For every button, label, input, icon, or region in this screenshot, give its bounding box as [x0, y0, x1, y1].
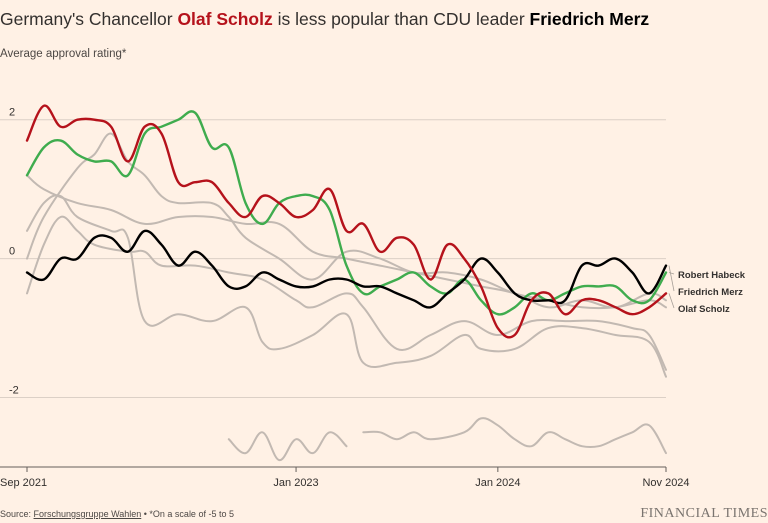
source-footnote: • *On a scale of -5 to 5 — [141, 509, 234, 519]
source-prefix: Source: — [0, 509, 34, 519]
series-label-scholz: Olaf Scholz — [678, 304, 730, 315]
title-middle: is less popular than CDU leader — [272, 9, 530, 29]
source-note: Source: Forschungsgruppe Wahlen • *On a … — [0, 509, 234, 519]
series-labels: Robert Habeck Friedrich Merz Olaf Scholz — [668, 265, 746, 315]
label-leader — [668, 265, 675, 292]
y-axis: 2 0 -2 — [9, 107, 19, 397]
series-lines — [25, 104, 668, 462]
x-axis: Sep 2021 Jan 2023 Jan 2024 Nov 2024 — [0, 466, 690, 489]
y-tick-label: 0 — [9, 246, 15, 258]
series-label-habeck: Robert Habeck — [678, 270, 746, 281]
series-line-other — [26, 174, 667, 309]
series-line-merz — [25, 229, 668, 309]
y-tick-label: 2 — [9, 107, 15, 119]
label-leader — [668, 293, 675, 309]
source-link[interactable]: Forschungsgruppe Wahlen — [33, 509, 142, 519]
x-tick-label: Nov 2024 — [642, 477, 689, 489]
series-line-habeck — [25, 110, 668, 316]
x-tick-label: Jan 2024 — [475, 477, 520, 489]
chart-title: Germany's Chancellor Olaf Scholz is less… — [0, 8, 649, 30]
series-line-other — [26, 132, 667, 310]
title-merz-name: Friedrich Merz — [529, 9, 650, 29]
series-line-other — [26, 194, 667, 378]
gridlines — [0, 119, 666, 399]
y-axis-label: Average approval rating* — [0, 48, 127, 60]
series-line-other — [362, 417, 667, 455]
title-prefix: Germany's Chancellor — [0, 9, 178, 29]
series-line-other — [227, 431, 348, 462]
x-tick-label: Jan 2023 — [273, 477, 318, 489]
y-tick-label: -2 — [9, 385, 19, 397]
series-label-merz: Friedrich Merz — [678, 287, 743, 298]
title-scholz-name: Olaf Scholz — [177, 9, 273, 29]
ft-logo: FINANCIAL TIMES — [640, 506, 768, 521]
x-tick-label: Sep 2021 — [0, 477, 47, 489]
series-line-other — [26, 215, 667, 371]
label-leader — [668, 272, 675, 275]
series-line-scholz — [25, 104, 668, 339]
